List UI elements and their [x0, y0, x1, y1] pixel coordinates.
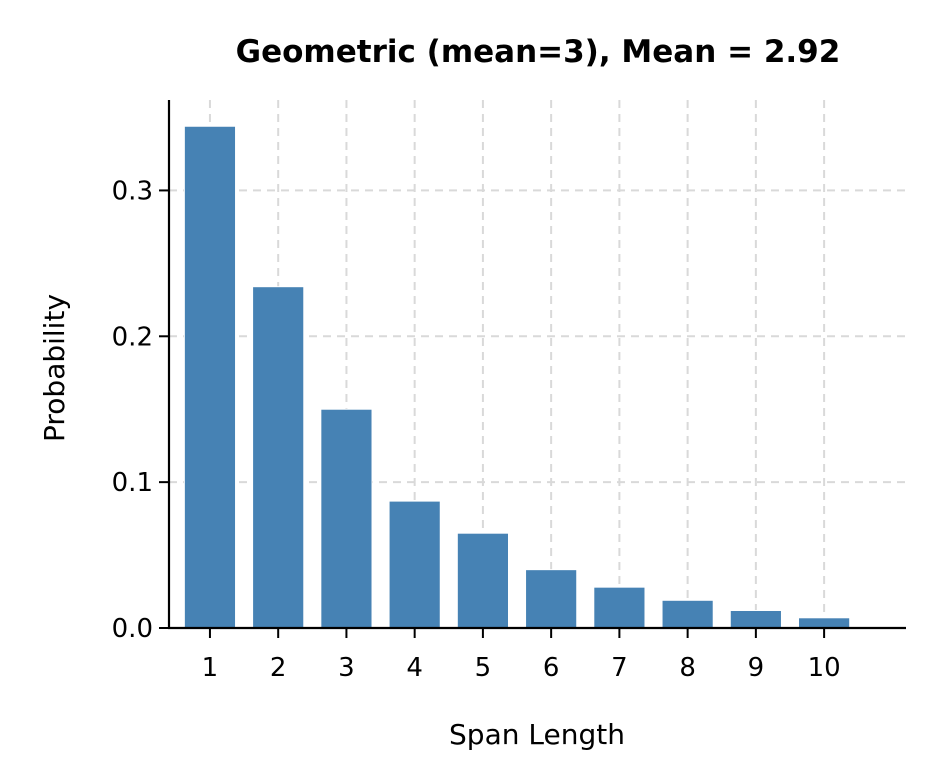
bar: [661, 599, 714, 629]
y-axis-label: Probability: [38, 294, 71, 442]
x-tick-label: 2: [270, 653, 287, 683]
x-tick-label: 4: [406, 653, 423, 683]
x-tick-label: 8: [679, 653, 696, 683]
bar: [525, 569, 578, 629]
y-tick-label: 0.1: [112, 468, 153, 498]
chart-title: Geometric (mean=3), Mean = 2.92: [236, 34, 841, 70]
x-tick-label: 5: [475, 653, 492, 683]
x-tick-label: 1: [202, 653, 219, 683]
x-tick-label: 6: [543, 653, 560, 683]
x-ticks: 1 2 3 4 5 6 7 8 9 10: [202, 628, 841, 683]
bar: [456, 532, 509, 629]
x-tick-label: 3: [338, 653, 355, 683]
bar: [798, 617, 851, 629]
y-ticks: 0.0 0.1 0.2 0.3: [112, 176, 169, 644]
x-tick-label: 9: [748, 653, 765, 683]
bars: [183, 125, 851, 629]
bar: [388, 500, 441, 629]
y-tick-label: 0.2: [112, 322, 153, 352]
x-tick-label: 10: [808, 653, 841, 683]
bar: [320, 408, 373, 629]
y-tick-label: 0.3: [112, 176, 153, 206]
x-tick-label: 7: [611, 653, 628, 683]
y-tick-label: 0.0: [112, 614, 153, 644]
bar: [183, 125, 237, 629]
bar: [252, 286, 305, 629]
bar: [729, 609, 782, 629]
bar: [593, 586, 646, 629]
x-axis-label: Span Length: [449, 718, 625, 751]
